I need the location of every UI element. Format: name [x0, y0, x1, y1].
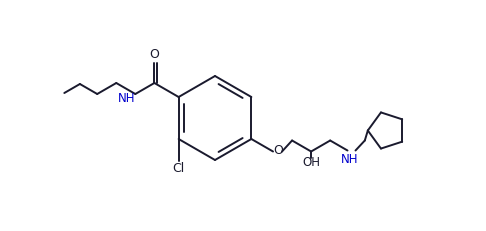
Text: O: O — [273, 144, 283, 157]
Text: NH: NH — [118, 91, 135, 104]
Text: OH: OH — [302, 156, 320, 169]
Text: Cl: Cl — [173, 162, 185, 176]
Text: NH: NH — [341, 153, 358, 166]
Text: O: O — [149, 49, 159, 61]
